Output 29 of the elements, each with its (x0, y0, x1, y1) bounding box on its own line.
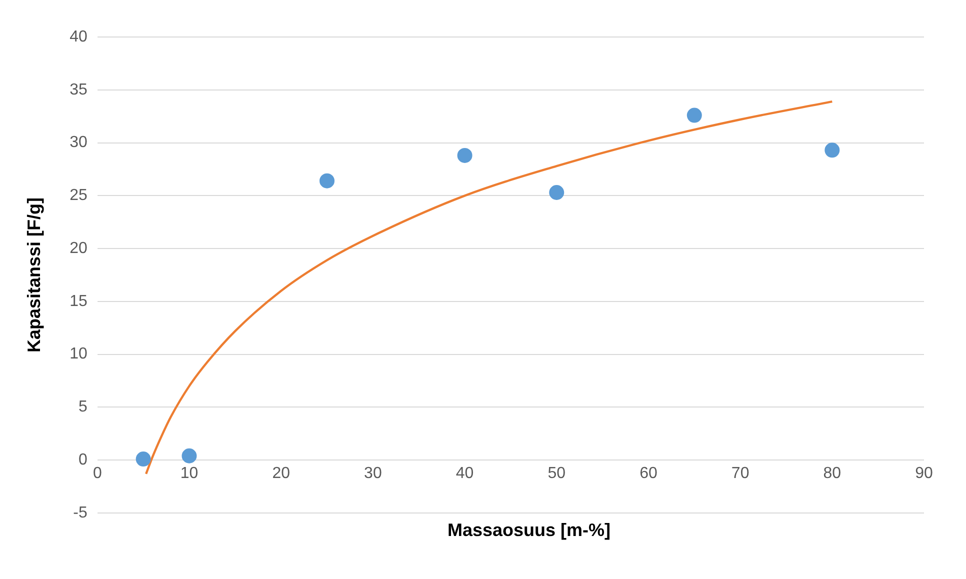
y-tick-label: 25 (70, 187, 88, 204)
y-tick-label: -5 (73, 504, 88, 522)
y-tick-label: 30 (70, 134, 88, 152)
y-tick-label: 15 (70, 292, 88, 310)
point (182, 448, 197, 464)
y-tick-label: 35 (70, 81, 88, 98)
point (824, 142, 840, 158)
point (686, 108, 702, 123)
x-axis-title: Massaosuus [m-%] (446, 520, 612, 541)
y-tick-label: 20 (70, 240, 88, 257)
x-tick-label: 40 (456, 465, 474, 482)
x-tick-label: 20 (272, 465, 290, 482)
x-tick-label: 80 (823, 465, 842, 482)
x-tick-label: 60 (640, 465, 658, 482)
x-tick-label: 30 (364, 465, 382, 482)
point (457, 148, 472, 163)
y-tick-label: 0 (78, 452, 88, 469)
point (549, 184, 564, 200)
x-tick-label: 10 (180, 465, 198, 482)
point (320, 173, 335, 188)
y-tick-label: 10 (70, 346, 88, 363)
x-tick-label: 90 (915, 465, 933, 482)
x-tick-label: 50 (548, 465, 566, 482)
y-axis-title: Kapasitanssi [F/g] (24, 197, 44, 353)
y-tick-label: 40 (70, 28, 88, 46)
x-tick-label: 70 (731, 465, 750, 482)
x-tick-label: 0 (92, 465, 102, 482)
point (136, 452, 151, 467)
y-tick-label: 5 (78, 398, 88, 416)
